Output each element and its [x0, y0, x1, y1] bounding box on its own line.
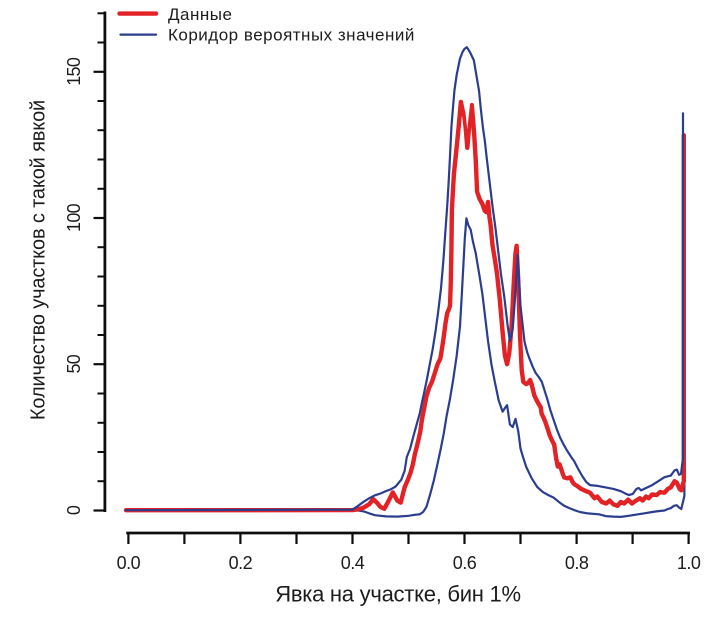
- svg-text:Явка на участке, бин 1%: Явка на участке, бин 1%: [275, 582, 521, 607]
- svg-text:0: 0: [64, 505, 84, 515]
- svg-text:Коридор вероятных значений: Коридор вероятных значений: [168, 26, 415, 45]
- svg-text:0.4: 0.4: [341, 553, 365, 573]
- svg-text:0.2: 0.2: [229, 553, 253, 573]
- svg-text:0.0: 0.0: [117, 553, 141, 573]
- svg-text:50: 50: [64, 354, 84, 373]
- svg-text:Данные: Данные: [168, 5, 232, 24]
- svg-text:1.0: 1.0: [677, 553, 701, 573]
- svg-text:100: 100: [64, 203, 84, 232]
- svg-text:0.6: 0.6: [453, 553, 477, 573]
- svg-text:Количество участков с такой яв: Количество участков с такой явкой: [28, 100, 50, 420]
- svg-text:150: 150: [64, 57, 84, 86]
- svg-text:0.8: 0.8: [565, 553, 589, 573]
